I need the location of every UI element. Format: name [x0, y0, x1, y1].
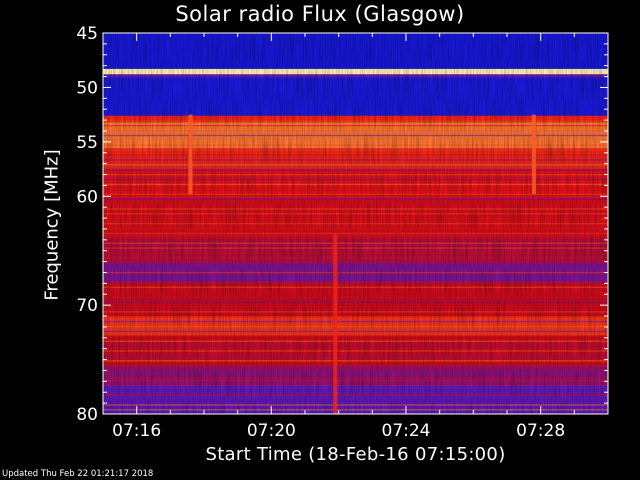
y-tick-label: 50: [76, 78, 98, 98]
noise-texture: [103, 33, 608, 414]
y-tick-label: 45: [76, 24, 98, 44]
x-axis-label: Start Time (18-Feb-16 07:15:00): [205, 444, 506, 465]
vertical-feature-1: [531, 114, 536, 195]
x-tick-label: 07:28: [516, 421, 565, 441]
x-tick-label: 07:20: [247, 421, 296, 441]
y-tick-label: 60: [76, 187, 98, 207]
updated-timestamp: Updated Thu Feb 22 01:21:17 2018: [2, 469, 154, 479]
y-tick-label: 55: [76, 133, 98, 153]
plot-frame: [102, 32, 609, 415]
x-tick-label: 07:24: [382, 421, 431, 441]
y-tick-label: 70: [76, 296, 98, 316]
axes: 45 50 55 60 70 80 07:16 07:20 07:24 07:28: [76, 24, 609, 441]
noise-overlay: [103, 33, 608, 414]
y-tick-label: 80: [76, 405, 98, 425]
x-tick-label: 07:16: [112, 421, 161, 441]
vertical-features: [188, 114, 536, 414]
vertical-feature-2: [333, 234, 338, 414]
vertical-feature-0: [188, 114, 193, 195]
chart-title: Solar radio Flux (Glasgow): [175, 2, 465, 26]
